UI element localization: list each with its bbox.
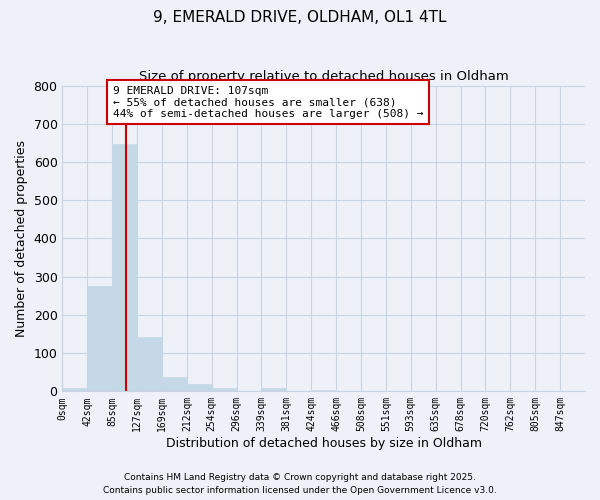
Bar xyxy=(112,144,137,392)
Bar xyxy=(162,377,187,392)
Text: 9, EMERALD DRIVE, OLDHAM, OL1 4TL: 9, EMERALD DRIVE, OLDHAM, OL1 4TL xyxy=(153,10,447,25)
Bar xyxy=(311,390,336,392)
Bar xyxy=(262,388,286,392)
Bar xyxy=(137,336,162,392)
Y-axis label: Number of detached properties: Number of detached properties xyxy=(15,140,28,337)
X-axis label: Distribution of detached houses by size in Oldham: Distribution of detached houses by size … xyxy=(166,437,482,450)
Text: Contains HM Land Registry data © Crown copyright and database right 2025.
Contai: Contains HM Land Registry data © Crown c… xyxy=(103,474,497,495)
Bar xyxy=(187,384,212,392)
Bar xyxy=(212,388,236,392)
Bar xyxy=(62,388,88,392)
Text: 9 EMERALD DRIVE: 107sqm
← 55% of detached houses are smaller (638)
44% of semi-d: 9 EMERALD DRIVE: 107sqm ← 55% of detache… xyxy=(113,86,423,119)
Bar xyxy=(88,286,112,392)
Bar xyxy=(560,390,585,392)
Title: Size of property relative to detached houses in Oldham: Size of property relative to detached ho… xyxy=(139,70,509,83)
